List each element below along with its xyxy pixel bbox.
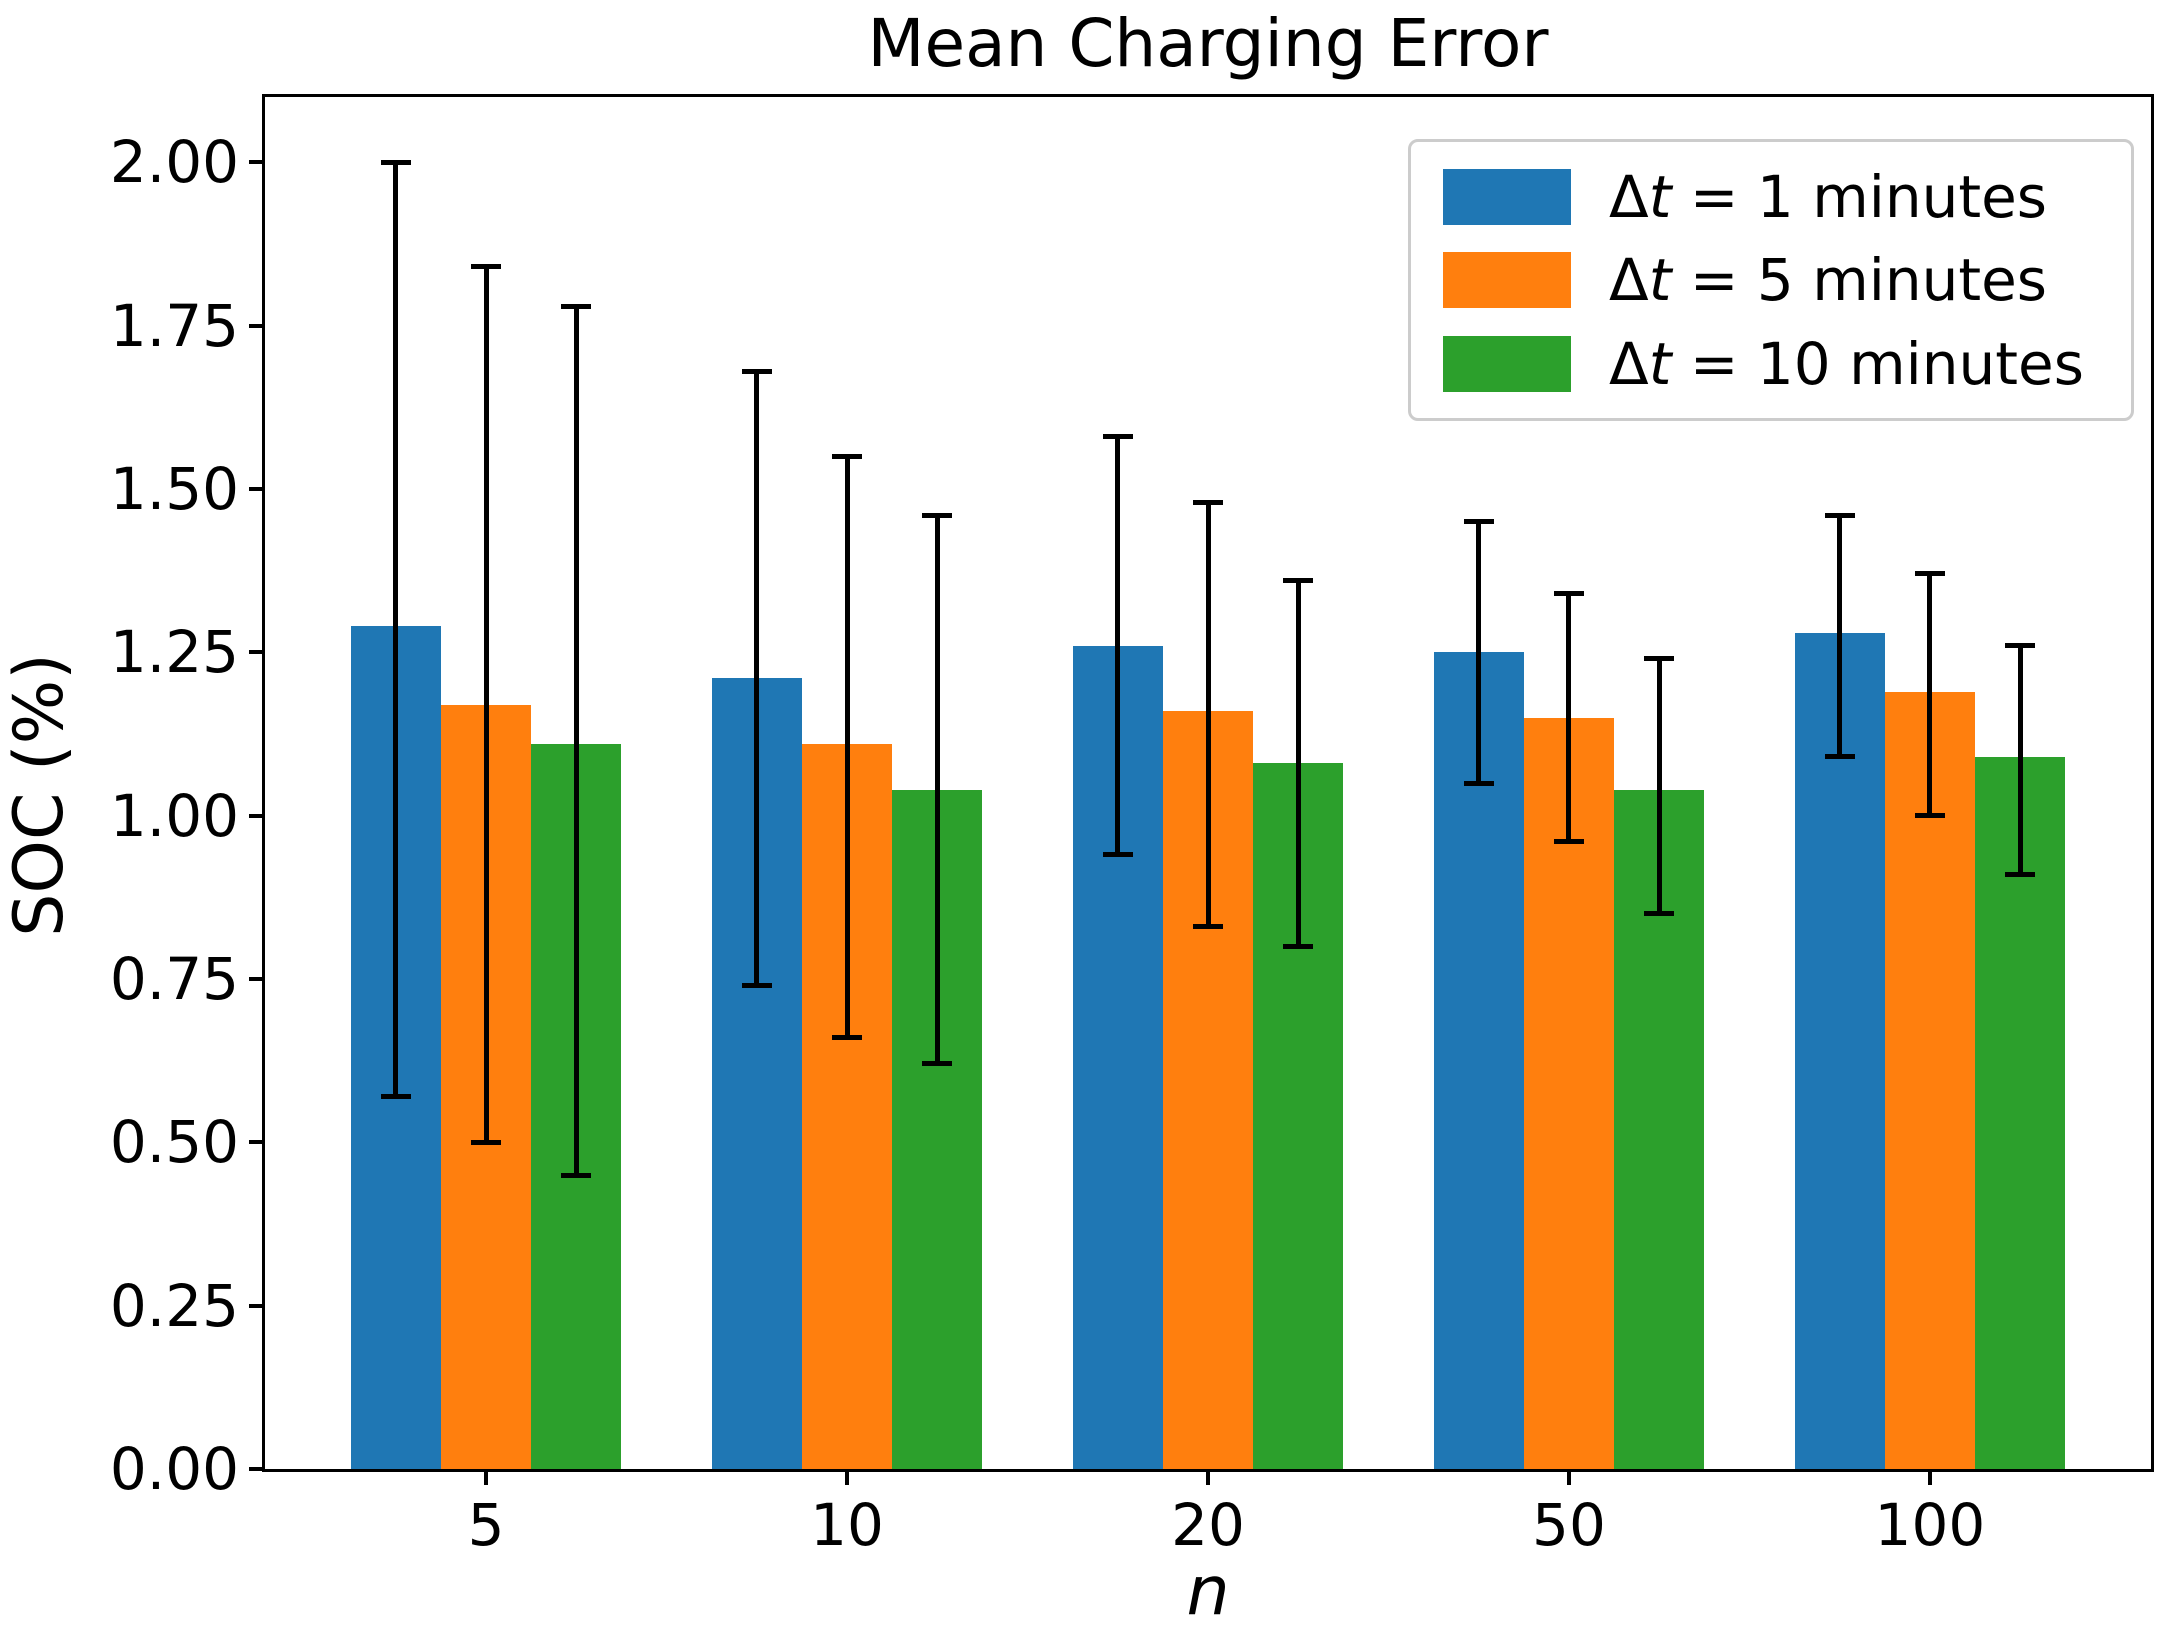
error-cap-top [922, 512, 953, 518]
error-bar-Δt = 10 minutes-50 [1656, 658, 1662, 914]
chart-title: Mean Charging Error [867, 5, 1549, 82]
x-tick-mark [484, 1472, 489, 1485]
x-tick-mark [1927, 1472, 1932, 1485]
error-cap-top [380, 159, 411, 165]
error-cap-top [1102, 434, 1133, 440]
legend-item-0: Δt = 1 minutes [1411, 162, 2131, 232]
error-cap-top [1644, 656, 1675, 662]
error-cap-top [741, 368, 772, 374]
x-tick-label: 100 [1874, 1491, 1986, 1559]
error-cap-top [1553, 591, 1584, 597]
y-tick-mark [249, 487, 262, 491]
legend-label: Δt = 10 minutes [1609, 329, 2084, 398]
y-tick-label: 1.50 [109, 455, 239, 523]
x-axis-label: n [1186, 1552, 1230, 1631]
y-tick-label: 1.00 [109, 781, 239, 850]
x-tick-label: 5 [467, 1491, 505, 1559]
y-tick-mark [249, 1467, 262, 1471]
bar-Δt = 5 minutes-100 [1884, 691, 1976, 1469]
bar-Δt = 1 minutes-100 [1794, 632, 1885, 1469]
legend-swatch [1443, 335, 1571, 392]
legend-swatch [1443, 168, 1571, 225]
legend: Δt = 1 minutes Δt = 5 minutes Δt = 10 minu… [1408, 139, 2134, 421]
legend-swatch [1443, 252, 1571, 308]
error-cap-bottom [1553, 839, 1584, 845]
y-tick-mark [249, 1303, 262, 1308]
legend-label: Δt = 1 minutes [1609, 162, 2048, 231]
error-cap-bottom [380, 1094, 411, 1100]
error-cap-top [471, 264, 502, 270]
error-cap-top [1914, 571, 1945, 577]
y-axis-label: SOC (%) [0, 653, 79, 937]
y-tick-label: 1.25 [109, 618, 239, 687]
error-cap-bottom [832, 1035, 863, 1041]
y-tick-mark [249, 1140, 262, 1145]
error-bar-Δt = 10 minutes-10 [934, 515, 940, 1064]
x-tick-label: 50 [1532, 1491, 1606, 1559]
error-cap-top [1824, 512, 1855, 518]
error-cap-bottom [1463, 780, 1494, 786]
error-cap-bottom [1193, 924, 1223, 930]
error-bar-Δt = 1 minutes-5 [393, 162, 399, 1097]
error-cap-bottom [1914, 813, 1945, 819]
y-tick-label: 2.00 [109, 128, 239, 197]
y-tick-label: 0.00 [109, 1435, 239, 1503]
error-cap-bottom [1102, 852, 1133, 858]
error-bar-Δt = 5 minutes-10 [844, 456, 850, 1038]
y-tick-label: 0.50 [109, 1108, 239, 1177]
error-cap-bottom [1824, 754, 1855, 760]
y-tick-mark [249, 160, 262, 165]
error-cap-top [2005, 643, 2036, 649]
error-cap-bottom [922, 1061, 953, 1067]
y-tick-mark [249, 813, 262, 818]
y-tick-mark [249, 977, 262, 981]
error-bar-Δt = 10 minutes-20 [1295, 580, 1301, 947]
error-bar-Δt = 1 minutes-20 [1115, 436, 1121, 855]
error-bar-Δt = 5 minutes-20 [1205, 502, 1211, 927]
y-tick-mark [249, 323, 262, 328]
x-tick-mark [1206, 1472, 1210, 1485]
error-bar-Δt = 10 minutes-100 [2017, 645, 2023, 875]
x-tick-mark [845, 1472, 850, 1485]
error-cap-bottom [1644, 911, 1675, 917]
legend-item-1: Δt = 5 minutes [1411, 245, 2131, 315]
error-cap-top [561, 303, 592, 309]
error-cap-bottom [741, 983, 772, 989]
error-cap-bottom [2005, 871, 2036, 877]
y-tick-label: 1.75 [109, 291, 239, 360]
legend-label: Δt = 5 minutes [1609, 246, 2048, 314]
error-bar-Δt = 1 minutes-10 [754, 371, 760, 986]
error-bar-Δt = 5 minutes-100 [1927, 573, 1933, 816]
error-cap-top [832, 453, 863, 459]
error-bar-Δt = 5 minutes-50 [1566, 593, 1572, 842]
error-bar-Δt = 1 minutes-100 [1837, 515, 1843, 757]
x-tick-label: 20 [1171, 1491, 1245, 1559]
error-cap-top [1283, 577, 1314, 583]
legend-item-2: Δt = 10 minutes [1411, 329, 2131, 399]
x-tick-mark [1566, 1472, 1571, 1485]
error-bar-Δt = 1 minutes-50 [1476, 521, 1482, 783]
error-cap-bottom [1283, 943, 1314, 949]
y-tick-mark [249, 650, 262, 655]
error-cap-top [1463, 519, 1494, 525]
x-tick-label: 10 [810, 1491, 884, 1559]
error-bar-Δt = 5 minutes-5 [483, 266, 489, 1143]
error-cap-bottom [471, 1139, 502, 1145]
error-cap-top [1193, 499, 1223, 505]
bar-Δt = 1 minutes-50 [1433, 652, 1524, 1469]
y-tick-label: 0.75 [109, 945, 239, 1013]
error-bar-Δt = 10 minutes-5 [573, 306, 579, 1175]
y-tick-label: 0.25 [109, 1271, 239, 1340]
error-cap-bottom [561, 1172, 592, 1178]
